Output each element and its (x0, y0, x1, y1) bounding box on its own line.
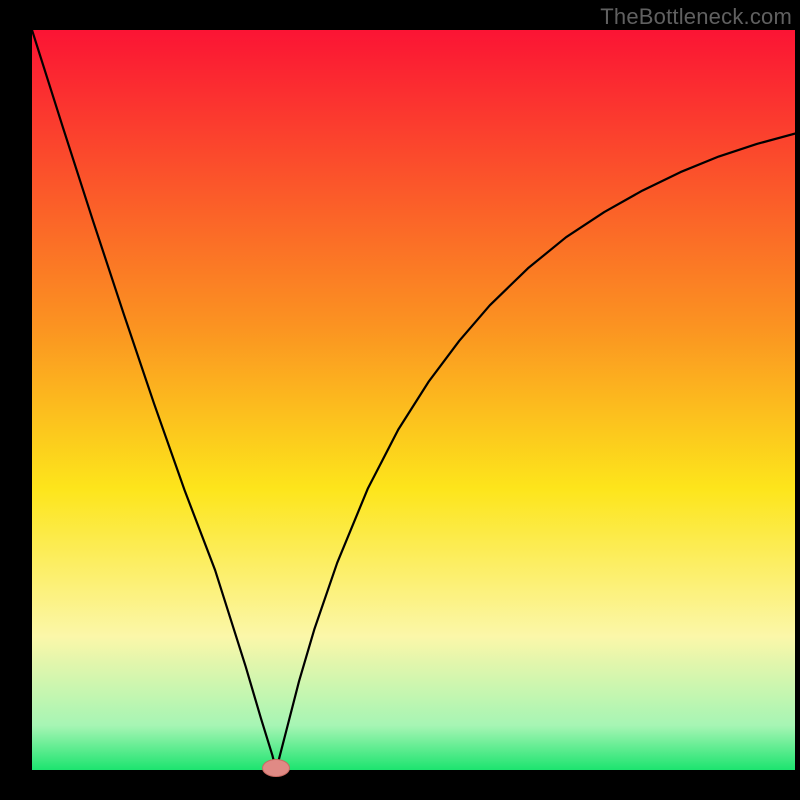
minimum-marker (262, 759, 290, 777)
bottleneck-curve (32, 30, 795, 770)
chart-container: TheBottleneck.com (0, 0, 800, 800)
plot-area (32, 30, 795, 770)
watermark-text: TheBottleneck.com (600, 4, 792, 30)
